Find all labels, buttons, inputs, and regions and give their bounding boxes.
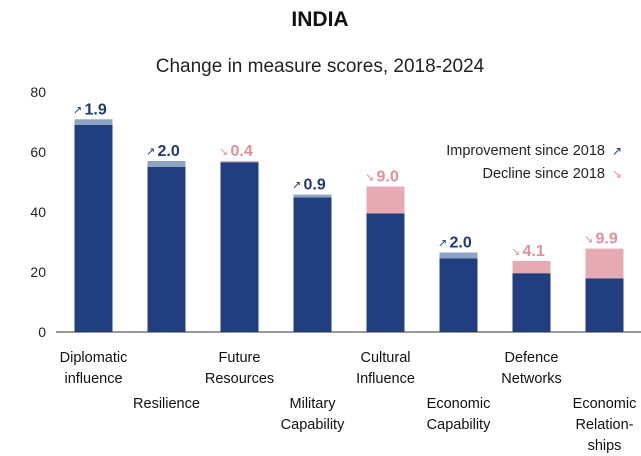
legend-improvement-arrow-icon: ↗ <box>612 144 622 158</box>
category-label: Networks <box>501 371 561 387</box>
category-label: Relation- <box>575 417 633 433</box>
category-label: Defence <box>504 350 558 366</box>
change-arrow-icon: ↘ <box>584 234 593 246</box>
bar-2024 <box>147 167 186 332</box>
change-label: 0.4 <box>231 143 253 160</box>
bar-2024 <box>220 162 259 332</box>
bar-2024 <box>512 273 551 332</box>
category-label: Economic <box>427 396 491 412</box>
category-label: Economic <box>573 396 637 412</box>
category-label: Influence <box>356 371 415 387</box>
category-label: ships <box>588 438 622 454</box>
bar-decline-segment <box>366 186 405 214</box>
bar-2024 <box>74 125 113 332</box>
category-label: Future <box>219 350 261 366</box>
change-arrow-icon: ↘ <box>365 172 374 184</box>
change-arrow-icon: ↗ <box>146 146 155 158</box>
bar-2024 <box>366 213 405 332</box>
chart-title: INDIA <box>291 8 348 31</box>
category-label: Military <box>290 396 337 412</box>
bar-2024 <box>293 197 332 332</box>
category-label: Capability <box>427 417 491 433</box>
y-axis: 0 20 40 60 80 <box>30 84 46 340</box>
y-tick-label: 60 <box>30 144 46 160</box>
category-label: Capability <box>281 417 345 433</box>
legend-decline-arrow-icon: ↘ <box>612 167 622 181</box>
bar-improvement-segment <box>74 119 113 125</box>
change-label: 9.0 <box>377 169 399 186</box>
change-label: 0.9 <box>304 177 326 194</box>
change-arrow-icon: ↗ <box>292 180 301 192</box>
y-tick-label: 20 <box>30 264 46 280</box>
category-label: Resilience <box>133 396 200 412</box>
bar-decline-segment <box>220 161 259 163</box>
bar-improvement-segment <box>147 161 186 167</box>
change-label: 1.9 <box>85 101 107 118</box>
change-arrow-icon: ↘ <box>219 146 228 158</box>
change-label: 2.0 <box>158 143 180 160</box>
category-label: influence <box>64 371 122 387</box>
bar-2024 <box>585 278 624 332</box>
chart-subtitle: Change in measure scores, 2018-2024 <box>156 56 485 77</box>
category-labels: Diplomatic influence Resilience Future Resou… <box>60 350 637 454</box>
legend: Improvement since 2018 ↗ Decline since 2… <box>446 143 622 182</box>
change-arrow-icon: ↗ <box>73 104 82 116</box>
bars: ↗ 1.9↗ 2.0 ↘ 0.4↗ 0.9 ↘ 9.0↗ 2.0↘ 4.1↘ 9.9 <box>73 101 624 332</box>
bar-improvement-segment <box>293 194 332 198</box>
change-label: 9.9 <box>596 231 618 248</box>
bar-improvement-segment <box>439 252 478 259</box>
change-arrow-icon: ↗ <box>438 238 447 250</box>
legend-label-improvement: Improvement since 2018 <box>446 143 605 159</box>
legend-label-decline: Decline since 2018 <box>482 166 605 182</box>
category-label: Cultural <box>361 350 411 366</box>
change-arrow-icon: ↘ <box>511 246 520 258</box>
bar-decline-segment <box>585 248 624 279</box>
y-tick-label: 80 <box>30 84 46 100</box>
bar-decline-segment <box>512 260 551 274</box>
y-tick-label: 0 <box>38 324 46 340</box>
category-label: Diplomatic <box>60 350 128 366</box>
bar-2024 <box>439 258 478 332</box>
category-label: Resources <box>205 371 274 387</box>
y-tick-label: 40 <box>30 204 46 220</box>
change-label: 2.0 <box>450 235 472 252</box>
change-label: 4.1 <box>523 243 545 260</box>
